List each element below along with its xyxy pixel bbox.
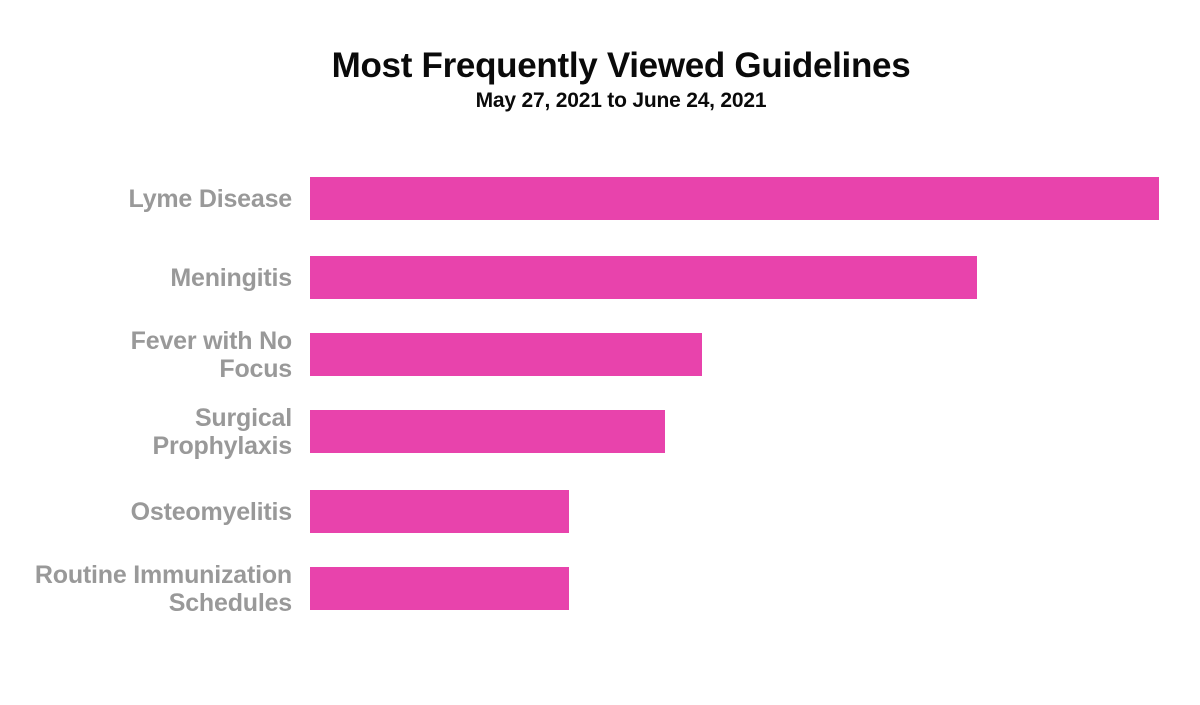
bar-row-osteomyelitis: Osteomyelitis <box>0 490 1159 533</box>
bar-row-lyme-disease: Lyme Disease <box>0 177 1159 220</box>
bar-track <box>310 177 1159 220</box>
category-label: Lyme Disease <box>128 184 293 213</box>
category-label: Osteomyelitis <box>130 497 293 526</box>
category-label: Surgical Prophylaxis <box>152 403 292 460</box>
bar-track <box>310 567 1159 610</box>
bar-track <box>310 410 1159 453</box>
chart-header: Most Frequently Viewed Guidelines May 27… <box>42 46 1200 112</box>
category-label: Fever with No Focus <box>130 326 293 383</box>
bar-track <box>310 333 1159 376</box>
bar-track <box>310 490 1159 533</box>
bar-row-routine-immunization-schedules: Routine Immunization Schedules <box>0 560 1159 617</box>
chart-subtitle: May 27, 2021 to June 24, 2021 <box>475 88 767 112</box>
chart-title: Most Frequently Viewed Guidelines <box>331 46 911 85</box>
bar-track <box>310 256 1159 299</box>
bar <box>310 490 569 533</box>
bar <box>310 567 569 610</box>
bar <box>310 333 703 376</box>
bar-row-surgical-prophylaxis: Surgical Prophylaxis <box>0 403 1159 460</box>
category-label: Meningitis <box>170 263 292 292</box>
bar-row-meningitis: Meningitis <box>0 256 1159 299</box>
bar <box>310 410 665 453</box>
bar <box>310 177 1159 220</box>
category-label: Routine Immunization Schedules <box>34 560 292 617</box>
bar <box>310 256 978 299</box>
bar-row-fever-with-no-focus: Fever with No Focus <box>0 326 1159 383</box>
